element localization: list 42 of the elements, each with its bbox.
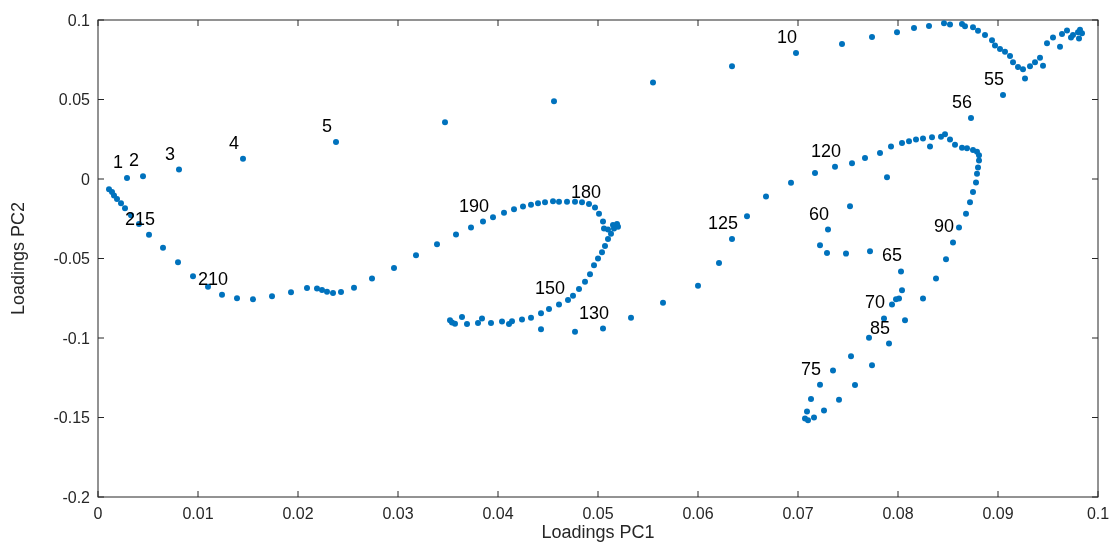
annotation: 55 (983, 69, 1005, 90)
y-axis-title: Loadings PC2 (8, 201, 28, 316)
y-tick-label: 0 (81, 170, 91, 188)
annotation: 10 (776, 27, 798, 48)
annotation: 3 (164, 143, 176, 164)
x-tick-label: 0.09 (982, 505, 1014, 522)
annotation: 150 (534, 278, 566, 299)
x-tick-label: 0.07 (782, 505, 814, 522)
annotation: 210 (197, 268, 229, 289)
annotation: 130 (578, 302, 610, 323)
annotation: 75 (800, 358, 822, 379)
x-tick-label: 0.05 (582, 505, 614, 522)
y-tick-label: 0.05 (58, 91, 91, 109)
annotation: 180 (570, 181, 602, 202)
x-tick-label: 0.1 (1086, 505, 1110, 522)
x-tick-label: 0 (93, 505, 103, 522)
x-axis-title: Loadings PC1 (541, 522, 655, 542)
annotation: 125 (707, 212, 739, 233)
annotation: 56 (951, 91, 973, 112)
x-tick-label: 0.01 (182, 505, 214, 522)
y-tick-label: -0.1 (62, 329, 91, 347)
annotation: 190 (458, 195, 490, 216)
annotation: 5 (321, 116, 333, 137)
annotation: 65 (881, 245, 903, 266)
annotation: 120 (810, 140, 842, 161)
annotation: 85 (869, 317, 891, 338)
y-tick-label: -0.05 (53, 250, 91, 268)
x-tick-label: 0.03 (382, 505, 414, 522)
y-tick-label: 0.1 (67, 11, 91, 29)
annotation: 60 (808, 203, 830, 224)
y-tick-label: -0.2 (62, 488, 91, 506)
annotation: 2 (128, 150, 140, 171)
x-tick-label: 0.02 (282, 505, 314, 522)
annotation: 215 (124, 208, 156, 229)
annotation: 90 (933, 216, 955, 237)
annotation: 70 (864, 292, 886, 313)
annotation: 1 (112, 151, 124, 172)
annotation: 4 (228, 132, 240, 153)
x-tick-label: 0.04 (482, 505, 514, 522)
x-tick-label: 0.08 (882, 505, 914, 522)
y-tick-label: -0.15 (53, 409, 91, 427)
x-tick-label: 0.06 (682, 505, 714, 522)
